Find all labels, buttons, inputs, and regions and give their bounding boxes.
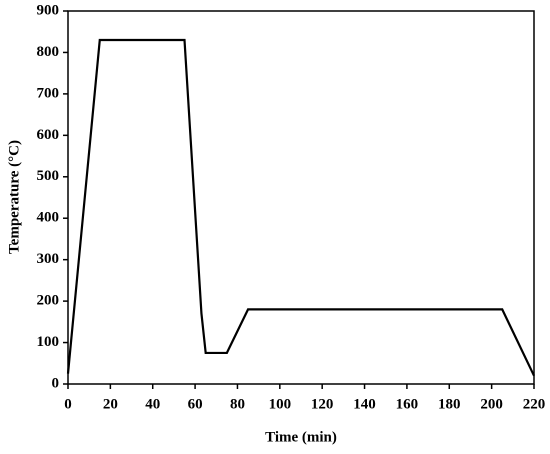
y-tick-label: 500 [37,168,60,184]
x-tick-label: 140 [353,396,376,412]
y-tick-label: 800 [37,44,60,60]
y-tick-label: 900 [37,2,60,18]
x-tick-label: 0 [64,396,72,412]
x-tick-label: 80 [230,396,245,412]
x-tick-label: 200 [480,396,503,412]
plot-frame [67,10,535,385]
y-tick-label: 100 [37,334,60,350]
data-line [66,38,535,377]
y-tick-label: 300 [37,251,60,267]
y-tick-label: 200 [37,293,60,309]
y-tick-label: 700 [37,85,60,101]
x-tick-label: 160 [396,396,419,412]
y-tick-label: 400 [37,210,60,226]
x-tick-label: 120 [311,396,334,412]
x-tick-label: 20 [103,396,118,412]
x-tick-label: 60 [188,396,203,412]
y-axis-label: Temperature (°C) [6,140,22,254]
x-tick-label: 100 [269,396,292,412]
x-tick-label: 220 [523,396,546,412]
y-tick-label: 600 [37,127,60,143]
y-tick-label: 0 [52,375,60,391]
x-axis-label: Time (min) [265,429,337,445]
x-tick-label: 180 [438,396,461,412]
x-tick-label: 40 [145,396,160,412]
